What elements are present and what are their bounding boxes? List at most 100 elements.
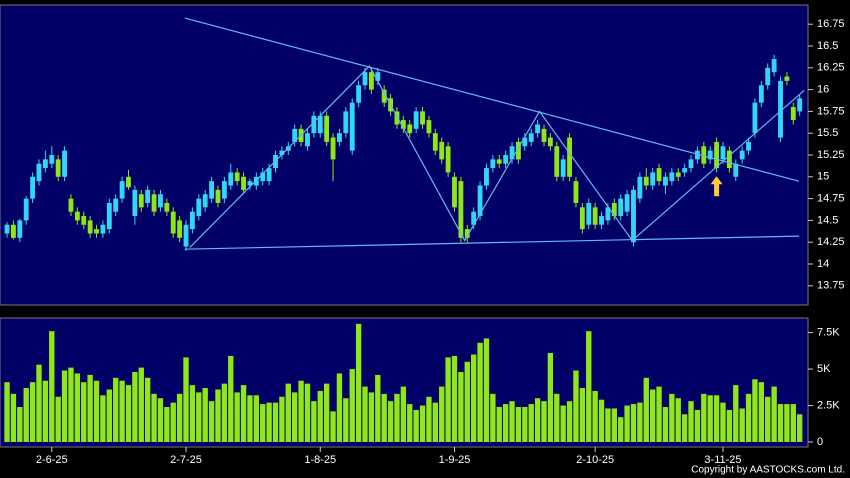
volume-bar [100,395,106,442]
volume-bar [445,357,451,442]
volume-bar [656,386,662,442]
candle-body [624,194,630,212]
candle-body [726,150,732,169]
candle-body [439,141,445,160]
candle-body [36,163,42,182]
candle-body [253,176,259,186]
volume-bar [490,393,496,442]
volume-bar [279,396,285,442]
volume-bar [432,402,439,442]
volume-bar [547,353,554,442]
volume-bar [598,399,605,442]
volume-bar [451,355,458,442]
candle-body [305,133,310,147]
volume-bar [394,393,400,442]
volume-bar [228,355,234,442]
candle-body [586,202,592,225]
candle-body [445,146,451,173]
candle-body [30,176,36,199]
candle-body [790,107,796,121]
y-tick-label: 15.25 [817,149,845,161]
candle-body [611,202,617,217]
volume-bar [758,382,765,442]
candle-body [656,168,662,182]
arrow-marker [710,176,723,197]
candle-body [119,181,125,199]
volume-bar [528,404,534,442]
volume-bar [624,405,630,442]
y-tick-label: 5K [817,363,831,375]
volume-bar [426,396,432,442]
volume-bar [534,398,541,442]
volume-bar [113,377,119,442]
volume-bar [675,398,681,442]
candle-body [579,207,585,230]
candle-body [503,155,509,164]
candle-body [515,141,521,160]
volume-bar [720,402,726,442]
volume-bar [55,396,61,442]
x-tick-label: 1-9-25 [439,454,471,466]
candle-body [650,172,656,186]
candle-body [349,102,355,151]
x-tick-label: 3-11-25 [704,454,741,466]
candle-body [138,194,144,208]
y-tick-label: 15.75 [817,105,845,117]
volume-bar [125,385,132,442]
volume-bar [343,398,349,442]
volume-bar [74,373,81,442]
volume-bar [464,361,470,442]
volume-bar [573,370,579,442]
candle-body [126,176,131,188]
candle-body [528,133,534,142]
volume-bar [630,404,637,442]
volume-bar [298,380,304,442]
candle-body [400,120,406,129]
volume-bar [515,406,522,442]
candle-body [87,220,93,234]
volume-bar [49,331,55,442]
volume-bar [560,405,566,442]
candle-body [432,133,438,151]
volume-bar [81,382,87,442]
candle-body [720,146,726,160]
candle-body [368,72,374,90]
candle-body [739,150,745,160]
volume-bar [726,409,733,442]
x-tick-label: 2-10-25 [576,454,614,466]
y-tick-label: 16.75 [817,18,845,30]
candle-body [42,159,48,169]
candle-body [560,159,566,177]
y-tick-label: 15 [817,171,829,183]
volume-bar [643,377,649,442]
volume-bar [387,401,394,442]
volume-bar [784,404,790,442]
volume-bar [502,404,509,442]
candle-body [484,168,489,186]
volume-bar [688,401,694,442]
candle-body [784,76,790,81]
volume-bar [771,386,777,442]
volume-bar [336,373,343,442]
y-tick-label: 16 [817,83,829,95]
volume-bar [637,402,643,442]
candle-body [189,211,195,230]
volume-bar [330,411,336,442]
candle-body [183,224,189,247]
candle-body [535,124,541,134]
volume-bar [541,401,547,442]
volume-bar [266,402,272,442]
trend-line [184,235,800,250]
candle-body [618,198,624,217]
copyright: Copyright by AASTOCKS.com Ltd. [691,465,845,476]
volume-bar [419,405,426,442]
candle-body [292,128,298,142]
candle-body [49,155,55,164]
candle-body [343,111,349,134]
candle-body [477,185,483,217]
volume-bar [170,402,176,442]
candle-body [746,141,751,151]
candle-body [547,137,553,147]
candle-body [758,85,764,103]
candle-body [356,85,362,103]
